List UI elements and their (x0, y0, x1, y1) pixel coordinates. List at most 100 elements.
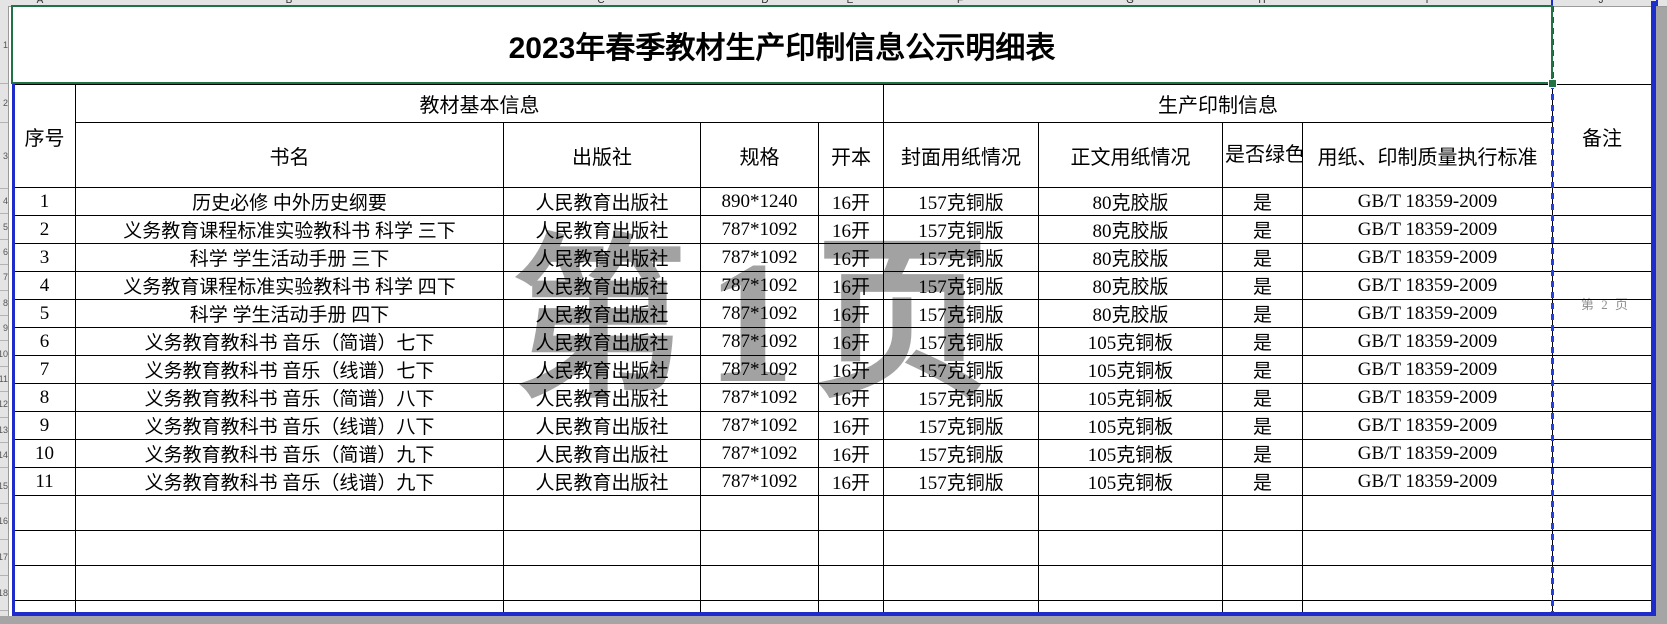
subheader-body-paper[interactable]: 正文用纸情况 (1038, 122, 1223, 188)
cell-name[interactable]: 科学 学生活动手册 四下 (75, 299, 504, 328)
cell-seq[interactable]: 3 (13, 243, 76, 272)
row-number-13[interactable]: 13 (0, 418, 8, 443)
cell-green[interactable]: 是 (1222, 327, 1303, 356)
row-number-4[interactable]: 4 (0, 189, 8, 215)
cell-remark[interactable] (1552, 355, 1652, 384)
cell-body[interactable]: 105克铜板 (1038, 355, 1223, 384)
cell-publisher[interactable]: 人民教育出版社 (503, 411, 701, 440)
empty-cell[interactable] (883, 530, 1039, 566)
empty-cell[interactable] (1302, 530, 1553, 566)
title-cell-selected[interactable]: 2023年春季教材生产印制信息公示明细表 (11, 5, 1553, 84)
empty-cell[interactable] (1222, 565, 1303, 601)
cell-spec[interactable]: 787*1092 (700, 327, 819, 356)
cell-name[interactable]: 义务教育教科书 音乐（线谱）九下 (75, 467, 504, 496)
cell-publisher[interactable]: 人民教育出版社 (503, 355, 701, 384)
empty-cell[interactable] (1552, 530, 1652, 566)
cell-publisher[interactable]: 人民教育出版社 (503, 383, 701, 412)
cell-remark[interactable] (1552, 299, 1652, 328)
cell-seq[interactable]: 6 (13, 327, 76, 356)
cell-body[interactable]: 80克胶版 (1038, 271, 1223, 300)
cell-spec[interactable]: 787*1092 (700, 215, 819, 244)
column-letter-E[interactable]: E (846, 0, 854, 6)
cell-seq[interactable]: 8 (13, 383, 76, 412)
cell-seq[interactable]: 7 (13, 355, 76, 384)
cell-green[interactable]: 是 (1222, 383, 1303, 412)
cell-remark[interactable] (1552, 271, 1652, 300)
row-number-15[interactable]: 15 (0, 468, 8, 505)
empty-cell[interactable] (700, 565, 819, 601)
subheader-format[interactable]: 开本 (818, 122, 884, 188)
cell-cover[interactable]: 157克铜版 (883, 271, 1039, 300)
row-number-10[interactable]: 10 (0, 341, 8, 367)
selection-fill-handle[interactable] (1548, 79, 1557, 88)
cell-seq[interactable]: 4 (13, 271, 76, 300)
cell-seq[interactable]: 2 (13, 215, 76, 244)
column-letter-C[interactable]: C (597, 0, 605, 6)
empty-cell[interactable] (700, 530, 819, 566)
cell-standard[interactable]: GB/T 18359-2009 (1302, 243, 1553, 272)
column-letter-B[interactable]: B (285, 0, 293, 6)
empty-cell[interactable] (13, 495, 76, 531)
cell-remark[interactable] (1552, 383, 1652, 412)
cell-publisher[interactable]: 人民教育出版社 (503, 299, 701, 328)
header-remark[interactable]: 备注 (1552, 84, 1652, 188)
row-number-6[interactable]: 6 (0, 240, 8, 266)
cell-green[interactable]: 是 (1222, 355, 1303, 384)
cell-publisher[interactable]: 人民教育出版社 (503, 327, 701, 356)
empty-cell[interactable] (1038, 565, 1223, 601)
cell-seq[interactable]: 5 (13, 299, 76, 328)
cell-cover[interactable]: 157克铜版 (883, 215, 1039, 244)
empty-cell[interactable] (1302, 495, 1553, 531)
cell-standard[interactable]: GB/T 18359-2009 (1302, 467, 1553, 496)
column-letter-G[interactable]: G (1126, 0, 1134, 6)
cell-green[interactable]: 是 (1222, 439, 1303, 468)
cell-cover[interactable]: 157克铜版 (883, 243, 1039, 272)
empty-cell[interactable] (1552, 565, 1652, 601)
cell-seq[interactable]: 1 (13, 187, 76, 216)
cell-name[interactable]: 义务教育教科书 音乐（线谱）七下 (75, 355, 504, 384)
empty-cell[interactable] (503, 495, 701, 531)
cell-format[interactable]: 16开 (818, 215, 884, 244)
row-number-9[interactable]: 9 (0, 316, 8, 342)
header-production-info[interactable]: 生产印制信息 (883, 84, 1553, 123)
cell-spec[interactable]: 787*1092 (700, 383, 819, 412)
cell-spec[interactable]: 787*1092 (700, 439, 819, 468)
column-letter-I[interactable]: I (1425, 0, 1429, 6)
column-letter-J[interactable]: J (1598, 0, 1604, 6)
empty-cell[interactable] (503, 530, 701, 566)
header-basic-info[interactable]: 教材基本信息 (75, 84, 884, 123)
cell-format[interactable]: 16开 (818, 327, 884, 356)
cell-body[interactable]: 80克胶版 (1038, 215, 1223, 244)
cell-standard[interactable]: GB/T 18359-2009 (1302, 355, 1553, 384)
row-number-16[interactable]: 16 (0, 504, 8, 540)
cell-name[interactable]: 义务教育课程标准实验教科书 科学 三下 (75, 215, 504, 244)
empty-cell[interactable] (700, 495, 819, 531)
cell-standard[interactable]: GB/T 18359-2009 (1302, 215, 1553, 244)
cell-name[interactable]: 科学 学生活动手册 三下 (75, 243, 504, 272)
empty-cell[interactable] (818, 565, 884, 601)
empty-cell[interactable] (883, 565, 1039, 601)
cell-publisher[interactable]: 人民教育出版社 (503, 439, 701, 468)
cell-seq[interactable]: 10 (13, 439, 76, 468)
row-number-14[interactable]: 14 (0, 443, 8, 469)
cell-remark[interactable] (1552, 327, 1652, 356)
cell-cover[interactable]: 157克铜版 (883, 355, 1039, 384)
column-letter-H[interactable]: H (1258, 0, 1266, 6)
cell-body[interactable]: 105克铜板 (1038, 327, 1223, 356)
cell-green[interactable]: 是 (1222, 187, 1303, 216)
subheader-publisher[interactable]: 出版社 (503, 122, 701, 188)
cell-body[interactable]: 105克铜板 (1038, 411, 1223, 440)
empty-cell[interactable] (818, 530, 884, 566)
cell-spec[interactable]: 787*1092 (700, 411, 819, 440)
row-number-8[interactable]: 8 (0, 291, 8, 316)
cell-format[interactable]: 16开 (818, 355, 884, 384)
empty-cell[interactable] (818, 495, 884, 531)
subheader-spec[interactable]: 规格 (700, 122, 819, 188)
cell-standard[interactable]: GB/T 18359-2009 (1302, 271, 1553, 300)
cell-seq[interactable]: 11 (13, 467, 76, 496)
cell-spec[interactable]: 890*1240 (700, 187, 819, 216)
cell-green[interactable]: 是 (1222, 299, 1303, 328)
cell-publisher[interactable]: 人民教育出版社 (503, 215, 701, 244)
cell-remark[interactable] (1552, 467, 1652, 496)
cell-standard[interactable]: GB/T 18359-2009 (1302, 327, 1553, 356)
